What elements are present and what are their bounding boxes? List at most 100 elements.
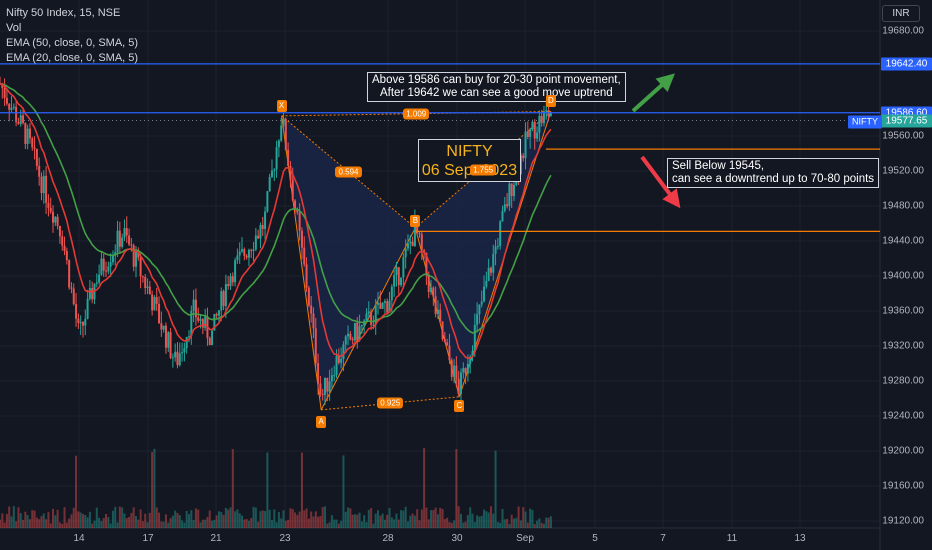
volume-bar [100, 521, 103, 528]
volume-bar [79, 512, 82, 528]
candle-body [453, 365, 456, 377]
volume-bar [121, 507, 124, 528]
candle-body [275, 147, 278, 170]
ratio-label: 0.925 [377, 397, 404, 409]
candle-body [508, 183, 511, 207]
candle-body [305, 264, 308, 288]
time-tick-label: 13 [794, 533, 806, 544]
arrow-head [655, 73, 675, 93]
candle-body [333, 375, 336, 377]
price-tag: 19642.40 [881, 57, 932, 71]
candle-body [358, 326, 361, 341]
candle-body [259, 224, 262, 239]
volume-bar [17, 507, 20, 528]
volume-bar [542, 523, 545, 528]
volume-bar [395, 513, 398, 528]
volume-bar [434, 507, 437, 528]
volume-bar [430, 510, 433, 528]
volume-bar [261, 510, 264, 528]
legend-symbol[interactable]: Nifty 50 Index, 15, NSE [6, 7, 121, 19]
candle-body [536, 132, 539, 139]
candle-body [171, 357, 174, 359]
price-tick-label: 19280.00 [882, 375, 924, 387]
volume-bar [144, 513, 147, 528]
volume-bar [524, 511, 527, 528]
volume-bar [247, 520, 250, 528]
volume-bar [93, 520, 96, 528]
candle-body [254, 235, 257, 250]
volume-bar [38, 519, 41, 528]
volume-bar [501, 509, 504, 528]
candle-body [257, 235, 260, 239]
volume-bar [381, 513, 384, 528]
pattern-point-b: B [410, 214, 421, 227]
volume-bar [466, 515, 469, 528]
candle-body [132, 245, 135, 267]
candle-body [88, 288, 91, 299]
volume-bar [77, 511, 80, 528]
candle-body [95, 282, 98, 284]
pattern-point-a: A [316, 415, 327, 428]
volume-bar [471, 513, 474, 528]
candle-body [310, 305, 313, 314]
buy-annotation: Above 19586 can buy for 20-30 point move… [367, 72, 626, 102]
volume-bar [372, 523, 375, 528]
volume-bar [374, 513, 377, 528]
candle-body [282, 119, 285, 126]
volume-bar [427, 519, 430, 528]
volume-bar [12, 506, 15, 528]
volume-bar [1, 513, 4, 528]
volume-bar [176, 512, 179, 528]
candle-body [270, 170, 273, 177]
candle-body [211, 330, 214, 346]
candle-body [386, 301, 389, 313]
volume-bar [107, 516, 110, 528]
candle-body [236, 255, 239, 261]
volume-bar [243, 519, 246, 528]
volume-bar [132, 507, 135, 528]
volume-bar [326, 523, 329, 528]
candle-body [116, 230, 119, 253]
time-tick-label: 7 [660, 533, 666, 544]
price-tick-label: 19160.00 [882, 480, 924, 492]
candle-body [277, 140, 280, 148]
price-tick-label: 19120.00 [882, 515, 924, 527]
candle-body [123, 228, 126, 238]
volume-bar [194, 508, 197, 528]
candle-body [231, 276, 234, 283]
candle-body [250, 249, 253, 251]
candle-body [72, 288, 75, 305]
candle-body [441, 321, 444, 340]
volume-bar [47, 512, 50, 528]
legend-ema20[interactable]: EMA (20, close, 0, SMA, 5) [6, 52, 139, 64]
candle-body [397, 267, 400, 286]
volume-bar [455, 449, 458, 528]
volume-bar [49, 523, 52, 528]
volume-bar [347, 507, 350, 528]
candle-body [33, 147, 36, 149]
pattern-leg [320, 227, 416, 411]
candle-body [188, 336, 191, 338]
volume-bar [245, 519, 248, 528]
volume-bar [15, 521, 18, 528]
candle-body [337, 356, 340, 363]
candle-body [344, 336, 347, 345]
volume-bar [141, 521, 144, 528]
volume-bar [360, 521, 363, 528]
candle-body [529, 129, 532, 137]
candle-body [506, 204, 509, 207]
volume-bar [436, 514, 439, 528]
legend-vol[interactable]: Vol [6, 22, 22, 34]
currency-button[interactable]: INR [882, 5, 920, 22]
candle-body [167, 332, 170, 348]
candle-body [377, 302, 380, 305]
candle-body [114, 252, 117, 255]
volume-bar [183, 522, 186, 528]
candle-body [372, 324, 375, 326]
pattern-point-c: C [454, 399, 465, 412]
volume-bar [116, 522, 119, 528]
candle-body [12, 106, 15, 108]
legend-ema50[interactable]: EMA (50, close, 0, SMA, 5) [6, 37, 139, 49]
